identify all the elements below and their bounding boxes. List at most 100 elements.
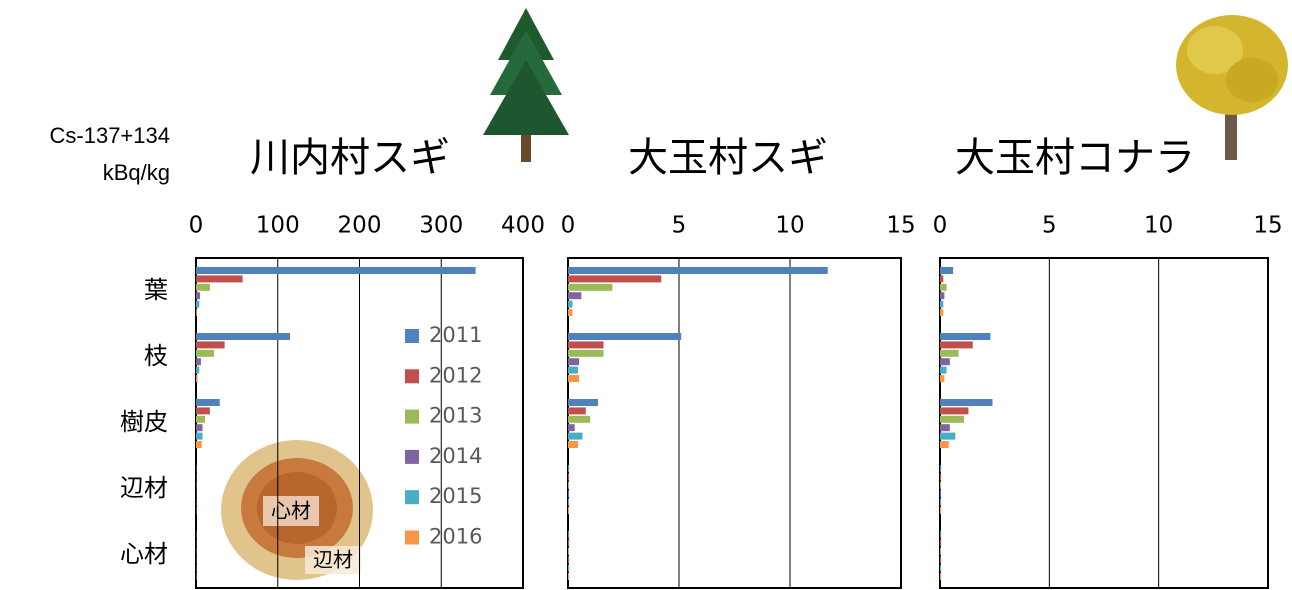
unit-label: Cs-137+134 <box>50 123 170 148</box>
bar <box>568 275 662 283</box>
bar <box>568 432 583 440</box>
annotation: 心材 <box>271 499 311 523</box>
bar <box>940 283 947 291</box>
category-label: 樹皮 <box>120 408 168 436</box>
bar <box>196 399 220 406</box>
legend-swatch <box>405 449 419 464</box>
oak-illustration <box>1176 15 1288 160</box>
bar <box>940 415 965 423</box>
bar <box>568 490 570 498</box>
legend-swatch <box>405 530 419 545</box>
x-tick-label: 5 <box>1042 213 1057 239</box>
bar <box>196 424 203 432</box>
chart-title: 大玉村コナラ <box>955 135 1195 181</box>
bar <box>568 375 580 382</box>
legend-label: 2012 <box>429 363 482 387</box>
bar <box>196 341 225 349</box>
bar <box>568 556 570 564</box>
bar <box>568 424 575 432</box>
bar <box>940 399 993 406</box>
bar <box>940 432 956 440</box>
legend-label: 2013 <box>429 404 482 428</box>
bar <box>940 465 942 472</box>
bar <box>940 366 947 374</box>
bar <box>196 366 200 374</box>
plot-frame <box>567 257 902 589</box>
x-tick-label: 15 <box>1253 213 1282 239</box>
legend-label: 2014 <box>429 444 482 468</box>
x-tick-label: 10 <box>1144 213 1173 239</box>
bar <box>940 349 959 357</box>
cedar-illustration <box>483 8 569 162</box>
bar <box>940 407 969 415</box>
bar <box>196 309 197 316</box>
bar <box>568 341 604 349</box>
bar <box>196 333 291 340</box>
legend-swatch <box>405 329 419 343</box>
bar <box>940 375 945 382</box>
bar <box>940 564 942 572</box>
bar <box>940 473 942 481</box>
bar <box>940 441 949 448</box>
x-tick-label: 0 <box>189 213 204 239</box>
bar <box>568 498 570 506</box>
unit-label: kBq/kg <box>103 160 170 185</box>
plot-frame <box>939 257 1269 589</box>
x-tick-label: 5 <box>672 213 687 239</box>
chart-title: 川内村スギ <box>250 135 450 181</box>
bar <box>940 424 950 432</box>
bar <box>568 300 573 308</box>
bar <box>568 539 570 547</box>
legend-swatch <box>405 490 419 505</box>
x-tick-label: 200 <box>338 213 382 239</box>
bar <box>568 366 578 374</box>
bar <box>568 292 582 300</box>
bar <box>568 441 578 448</box>
bar <box>196 283 210 291</box>
x-tick-label: 0 <box>933 213 948 239</box>
category-label: 心材 <box>120 540 168 568</box>
bar <box>196 441 202 448</box>
bar <box>940 300 944 308</box>
bar <box>940 556 942 564</box>
bar <box>940 507 942 514</box>
bar <box>568 573 570 580</box>
category-label: 枝 <box>144 342 168 370</box>
x-tick-label: 15 <box>886 213 915 239</box>
bar <box>196 292 201 300</box>
bar <box>568 267 828 274</box>
x-tick-label: 400 <box>501 213 545 239</box>
bar <box>568 309 573 316</box>
legend-swatch <box>405 369 419 384</box>
bar <box>196 415 205 423</box>
legend-swatch <box>405 409 419 424</box>
bar <box>940 358 950 366</box>
bar <box>196 275 243 283</box>
x-tick-label: 0 <box>561 213 576 239</box>
x-tick-label: 10 <box>775 213 804 239</box>
bar <box>196 432 203 440</box>
bar <box>568 465 570 472</box>
bar <box>940 333 991 340</box>
bar <box>940 292 945 300</box>
bar <box>940 267 954 274</box>
bar <box>940 498 942 506</box>
bar <box>196 349 214 357</box>
bar <box>568 481 570 489</box>
bar <box>568 415 591 423</box>
bar <box>196 375 198 382</box>
wood-section-illustration <box>221 440 373 580</box>
bar <box>940 490 942 498</box>
bar <box>196 358 201 366</box>
x-tick-label: 100 <box>256 213 300 239</box>
bar <box>940 539 942 547</box>
annotation: 辺材 <box>313 548 353 572</box>
bar <box>196 407 210 415</box>
bar <box>568 399 598 406</box>
bar <box>196 267 476 274</box>
bar <box>568 333 682 340</box>
category-label: 辺材 <box>120 474 168 502</box>
bar <box>568 547 570 555</box>
bar <box>568 358 580 366</box>
